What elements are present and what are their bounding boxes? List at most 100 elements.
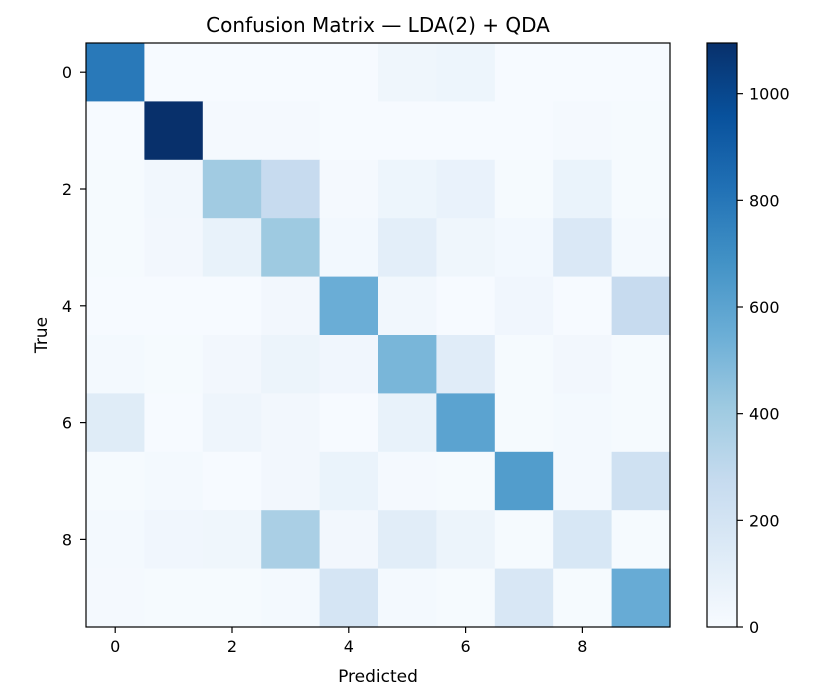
heatmap-cell (436, 43, 496, 102)
heatmap-cell (261, 451, 321, 511)
x-tick-label: 6 (461, 637, 471, 656)
heatmap-cell (86, 393, 145, 453)
heatmap-cell (553, 218, 613, 278)
heatmap-cell (378, 393, 437, 453)
heatmap-cell (553, 159, 613, 219)
heatmap-cell (553, 276, 613, 336)
heatmap-cell (494, 451, 554, 511)
heatmap-cell (378, 451, 437, 511)
heatmap-cell (553, 101, 613, 161)
heatmap-cell (611, 159, 671, 219)
heatmap-cell (494, 510, 554, 570)
heatmap-cell (261, 218, 321, 278)
heatmap-cell (86, 43, 145, 102)
heatmap-cell (86, 101, 145, 161)
x-tick-label: 8 (577, 637, 587, 656)
heatmap-cell (611, 568, 671, 628)
heatmap-cell (436, 451, 496, 511)
heatmap-cell (494, 568, 554, 628)
heatmap-cell (202, 335, 262, 394)
heatmap-cell (378, 101, 437, 161)
heatmap-cell (494, 335, 554, 394)
heatmap-cell (611, 276, 671, 336)
heatmap-cell (144, 393, 204, 453)
x-axis-ticks: 0 2 4 6 8 (110, 627, 587, 656)
y-tick-label: 2 (62, 180, 72, 199)
heatmap-cell (261, 43, 321, 102)
heatmap-cell (202, 276, 262, 336)
heatmap-cell (144, 159, 204, 219)
y-axis-label: True (32, 317, 52, 354)
heatmap-cell (611, 218, 671, 278)
colorbar-tick-label: 400 (749, 405, 780, 424)
heatmap-cell (494, 159, 554, 219)
heatmap-cell (494, 218, 554, 278)
colorbar-tick-label: 0 (749, 618, 759, 637)
heatmap-cell (436, 335, 496, 394)
chart-title: Confusion Matrix — LDA(2) + QDA (206, 13, 550, 37)
heatmap-cell (86, 335, 145, 394)
x-tick-label: 2 (227, 637, 237, 656)
heatmap-cell (202, 218, 262, 278)
heatmap-cell (553, 43, 613, 102)
heatmap-cell (144, 101, 204, 161)
heatmap-cell (319, 101, 379, 161)
heatmap-cell (553, 510, 613, 570)
y-tick-label: 6 (62, 414, 72, 433)
heatmap-cell (436, 218, 496, 278)
heatmap-cell (611, 43, 671, 102)
heatmap-cell (202, 159, 262, 219)
heatmap-cell (378, 159, 437, 219)
heatmap-cell (144, 451, 204, 511)
heatmap-cell (319, 276, 379, 336)
heatmap-cell (261, 393, 321, 453)
heatmap-cell (261, 335, 321, 394)
heatmap-cell (436, 510, 496, 570)
heatmap-cell (611, 335, 671, 394)
heatmap-cell (436, 101, 496, 161)
heatmap-cell (202, 43, 262, 102)
heatmap-cell (86, 510, 145, 570)
heatmap-cell (319, 218, 379, 278)
x-tick-label: 0 (110, 637, 120, 656)
heatmap-cell (436, 393, 496, 453)
heatmap-cell (611, 510, 671, 570)
heatmap-cell (261, 159, 321, 219)
heatmap-cell (436, 568, 496, 628)
x-axis-label: Predicted (338, 667, 418, 687)
colorbar (706, 42, 738, 628)
heatmap-cell (86, 218, 145, 278)
heatmap-cell (144, 218, 204, 278)
heatmap-cell (261, 510, 321, 570)
heatmap-cell (86, 276, 145, 336)
heatmap-cell (144, 43, 204, 102)
colorbar-tick-label: 200 (749, 511, 780, 530)
heatmap-cell (144, 568, 204, 628)
heatmap-cell (202, 393, 262, 453)
heatmap-cell (378, 568, 437, 628)
heatmap-cells (86, 43, 671, 628)
heatmap-cell (261, 568, 321, 628)
heatmap-cell (202, 101, 262, 161)
heatmap-cell (144, 276, 204, 336)
colorbar-tick-label: 600 (749, 298, 780, 317)
heatmap-cell (553, 451, 613, 511)
heatmap-cell (319, 510, 379, 570)
heatmap-cell (319, 43, 379, 102)
heatmap-cell (378, 276, 437, 336)
heatmap-cell (611, 101, 671, 161)
heatmap-cell (436, 159, 496, 219)
heatmap-cell (378, 335, 437, 394)
heatmap-cell (319, 451, 379, 511)
heatmap-cell (144, 510, 204, 570)
heatmap-cell (319, 335, 379, 394)
heatmap-cell (86, 568, 145, 628)
heatmap-cell (202, 568, 262, 628)
heatmap-cell (261, 276, 321, 336)
heatmap-cell (494, 101, 554, 161)
y-axis-ticks: 0 2 4 6 8 (62, 63, 86, 549)
heatmap-cell (202, 510, 262, 570)
colorbar-tick-label: 1000 (749, 85, 790, 104)
heatmap-cell (319, 568, 379, 628)
